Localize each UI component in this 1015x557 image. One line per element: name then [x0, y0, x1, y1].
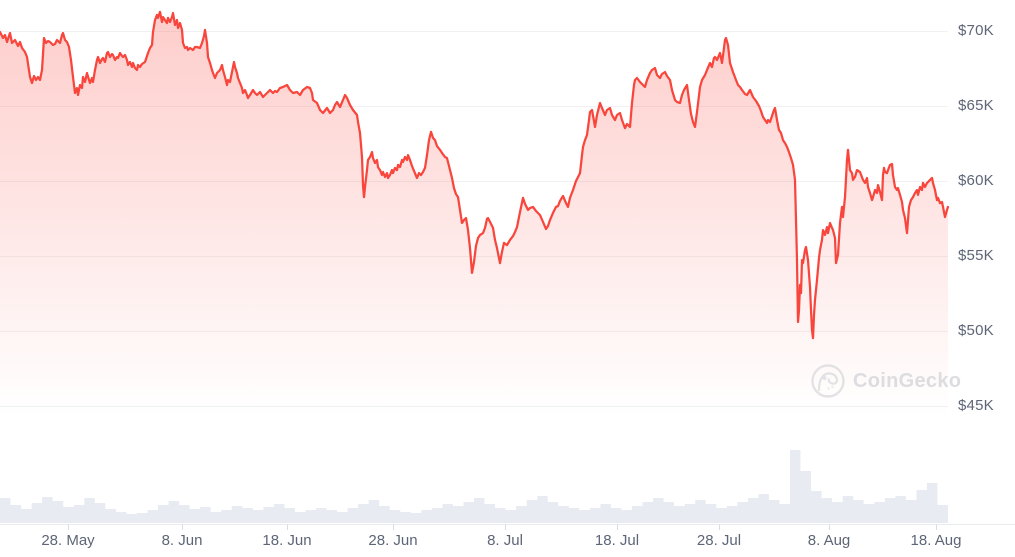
y-axis-label: $45K	[958, 397, 994, 414]
y-axis-label: $50K	[958, 322, 994, 339]
y-axis-label: $65K	[958, 97, 994, 114]
price-area-fill	[0, 11, 948, 461]
y-axis-label: $60K	[958, 172, 994, 189]
x-axis-label: 28. Jun	[368, 532, 418, 549]
coingecko-watermark[interactable]: CoinGecko	[810, 363, 961, 399]
x-axis-label: 8. Jun	[161, 532, 203, 549]
price-line-path	[0, 10, 950, 340]
x-axis-label: 18. Aug	[910, 532, 962, 549]
y-axis-label: $70K	[958, 22, 994, 39]
x-axis-label: 8. Jul	[487, 532, 523, 549]
x-axis-label: 18. Jul	[594, 532, 640, 549]
volume-bars	[0, 450, 948, 523]
x-axis-label: 28. May	[41, 532, 95, 549]
watermark-label: CoinGecko	[853, 369, 962, 392]
x-axis-label: 18. Jun	[262, 532, 312, 549]
coingecko-logo-icon	[810, 363, 846, 399]
y-axis-label: $55K	[958, 247, 994, 264]
x-axis-label: 28. Jul	[696, 532, 742, 549]
x-axis-label: 8. Aug	[807, 532, 851, 549]
